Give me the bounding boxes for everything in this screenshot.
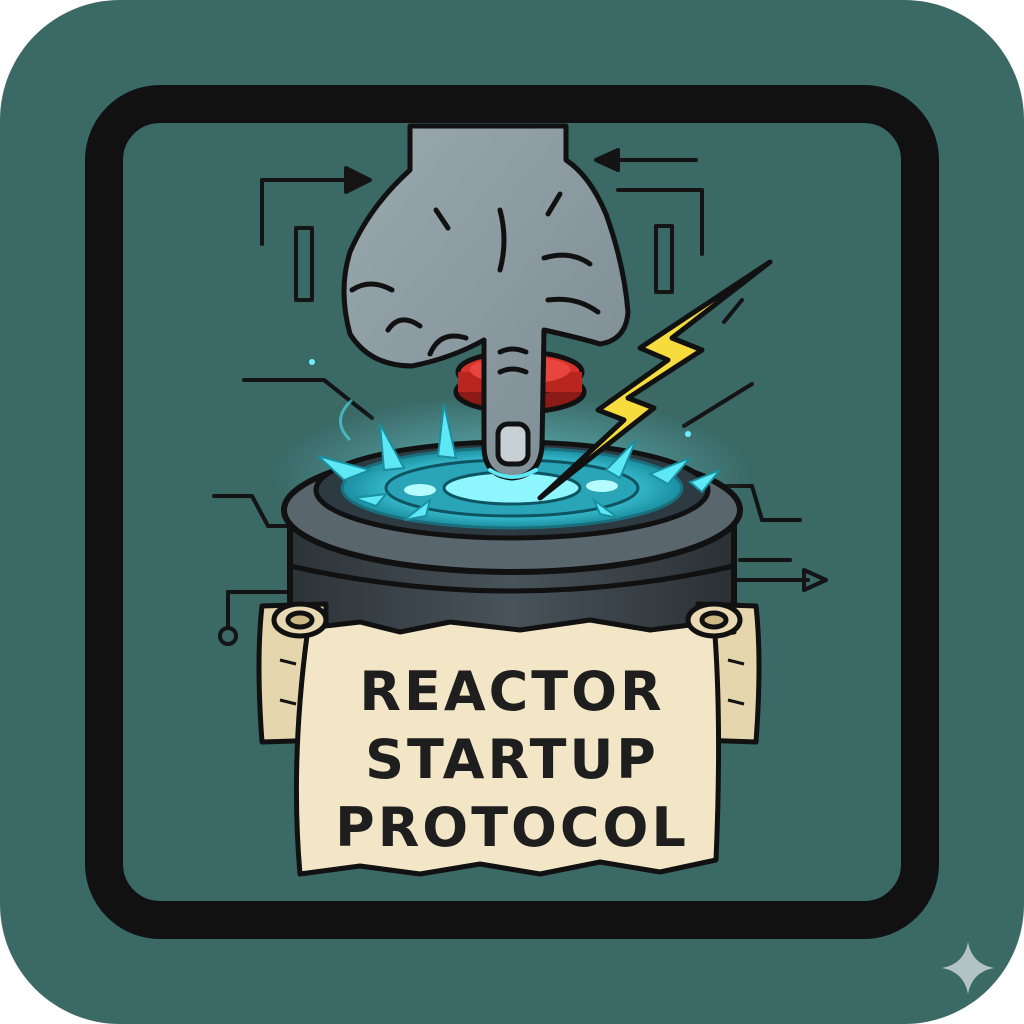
banner-line-2: STARTUP <box>365 728 659 791</box>
sparkle-icon <box>942 942 994 994</box>
inner-frame <box>85 85 939 939</box>
banner-line-1: REACTOR <box>359 660 664 723</box>
circuit-lines <box>212 148 828 646</box>
lightning-bolt-icon <box>537 259 773 501</box>
banner-title: REACTOR STARTUP PROTOCOL <box>335 660 689 859</box>
reactor-core-icon <box>272 359 752 673</box>
banner-line-3: PROTOCOL <box>335 796 689 859</box>
parchment-banner <box>256 601 762 877</box>
pointing-hand-icon <box>341 123 631 481</box>
